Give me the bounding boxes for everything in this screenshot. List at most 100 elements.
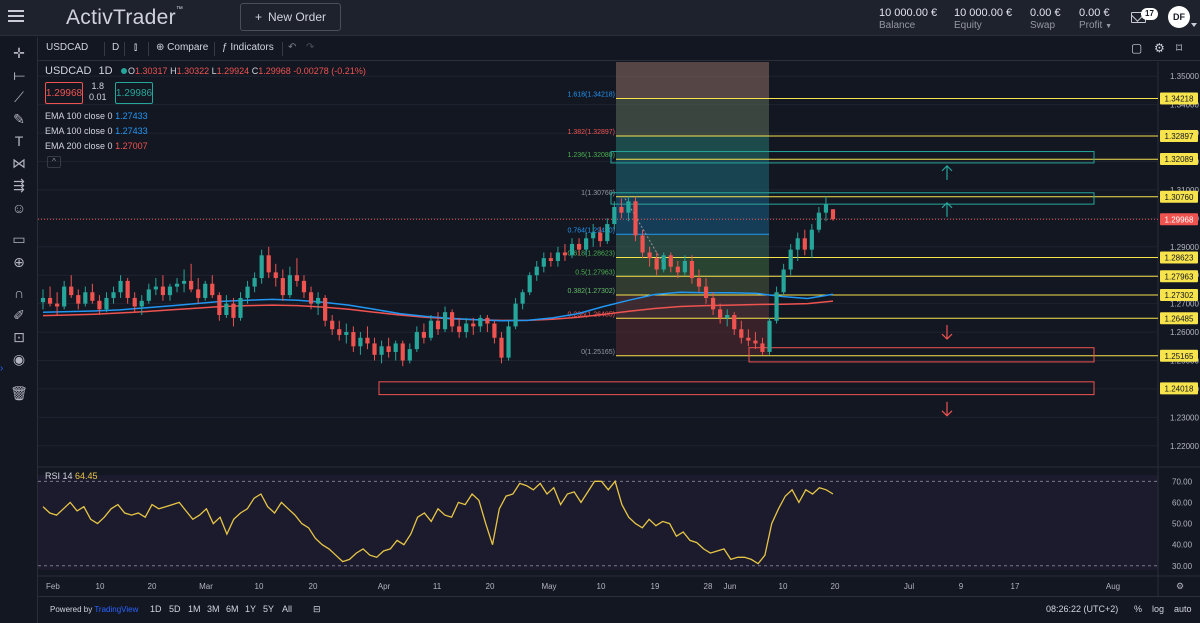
forecast-icon[interactable]: ⇶	[13, 176, 25, 193]
time-tick-label: 17	[1011, 582, 1020, 591]
zoom-in-icon[interactable]: ⊕	[13, 253, 25, 270]
fib-zone-band	[616, 135, 769, 160]
candle-body	[372, 343, 377, 355]
compare-button[interactable]: ⊕ Compare	[156, 42, 208, 53]
crosshair-icon[interactable]: ✛	[13, 44, 25, 61]
candle-body	[598, 232, 603, 242]
eye-icon[interactable]: ◉	[12, 350, 26, 367]
candle-body	[442, 312, 448, 330]
interval-selector[interactable]: D	[112, 42, 120, 53]
magnet-icon[interactable]: ∩	[13, 285, 25, 301]
auto-toggle[interactable]: auto	[1174, 604, 1192, 614]
candle-body	[633, 201, 638, 236]
price-marker-label: 1.29968	[1165, 215, 1194, 224]
time-tick-label: Apr	[378, 582, 391, 591]
range-all[interactable]: All	[282, 604, 293, 614]
rsi-tick-label: 50.00	[1172, 520, 1193, 529]
avatar[interactable]: DF	[1168, 6, 1190, 28]
price-chart[interactable]: 1.618(1.34218) 1.382(1.32897) 1.236(1.3208…	[38, 62, 1200, 596]
fib-level-label: 0(1.25165)	[581, 349, 615, 356]
range-6m[interactable]: 6M	[226, 604, 239, 614]
settings-icon[interactable]: ⚙	[1154, 41, 1165, 55]
sell-price-button[interactable]: 1.29968	[45, 82, 83, 104]
lock-drawing-icon[interactable]: ✐	[13, 306, 25, 323]
time-tick-label: 20	[148, 582, 157, 591]
indicators-button[interactable]: ƒ Indicators	[222, 42, 274, 53]
price-marker	[1160, 289, 1198, 302]
range-5y[interactable]: 5Y	[263, 604, 275, 614]
price-marker-label: 1.30760	[1165, 193, 1194, 202]
candle-body	[203, 283, 208, 298]
menu-icon[interactable]	[8, 10, 24, 24]
time-tick-label: 9	[959, 582, 964, 591]
candle-body	[696, 278, 702, 287]
camera-icon[interactable]: ⌑	[1176, 41, 1183, 55]
ema-legend-3: EMA 200 close 0 1.27007	[45, 141, 148, 151]
percent-toggle[interactable]: %	[1134, 604, 1143, 614]
profit-label: Profit ▼	[1079, 20, 1112, 31]
time-tick-label: Aug	[1106, 582, 1120, 591]
fullscreen-icon[interactable]: ▢	[1131, 41, 1143, 55]
ema-label: EMA 100 close 0	[45, 126, 113, 136]
candle-style-icon[interactable]: ⫾	[134, 42, 138, 53]
time-tick-label: 20	[486, 582, 495, 591]
candle-body	[534, 266, 539, 276]
support-zone-box[interactable]	[378, 381, 1095, 396]
undo-icon[interactable]: ↶	[288, 42, 297, 53]
pattern-icon[interactable]: ⋈	[12, 154, 26, 171]
drawing-toolbar: ✛ ⟝ ⟋ ✎ T ⋈ ⇶ ☺ ▭ ⊕ ∩ ✐ ⊡ ◉ 🗑 ›	[0, 37, 38, 623]
range-1y[interactable]: 1Y	[245, 604, 257, 614]
candle-body	[605, 224, 610, 242]
equity-stat: 10 000.00 € Equity	[954, 7, 1012, 31]
range-3m[interactable]: 3M	[207, 604, 220, 614]
profit-caret-icon[interactable]: ▼	[1105, 23, 1113, 30]
symbol-selector[interactable]: USDCAD	[46, 42, 89, 53]
candle-body	[513, 303, 518, 327]
candle-body	[344, 332, 349, 335]
candle-body	[710, 297, 716, 310]
new-order-button[interactable]: + New Order	[240, 3, 341, 31]
candle-body	[584, 238, 589, 250]
price-marker	[1160, 213, 1198, 226]
avatar-caret-icon[interactable]	[1191, 23, 1197, 27]
arrow-down-icon	[941, 401, 953, 417]
compare-label: Compare	[167, 42, 209, 53]
collapse-legend-button[interactable]: ^	[47, 156, 61, 168]
date-range-icon[interactable]: ⊟	[313, 604, 321, 614]
buy-price-button[interactable]: 1.29986	[115, 82, 153, 104]
ruler-icon[interactable]: ▭	[12, 230, 26, 247]
resistance-zone-box[interactable]	[610, 192, 1095, 205]
clock[interactable]: 08:26:22 (UTC+2)	[1046, 604, 1119, 614]
support-zone-box[interactable]	[748, 347, 1095, 363]
time-tick-label: 10	[255, 582, 264, 591]
range-5d[interactable]: 5D	[169, 604, 181, 614]
tradingview-link[interactable]: TradingView	[94, 605, 139, 614]
candle-body	[139, 300, 144, 307]
equity-value: 10 000.00 €	[954, 7, 1013, 19]
emoji-icon[interactable]: ☺	[11, 200, 27, 216]
rsi-tick-label: 30.00	[1172, 562, 1193, 571]
candle-body	[167, 286, 173, 296]
resistance-zone-box[interactable]	[610, 151, 1095, 164]
text-tool-icon[interactable]: T	[14, 133, 24, 149]
candle-body	[386, 346, 391, 352]
range-1d[interactable]: 1D	[150, 604, 162, 614]
trash-icon[interactable]: 🗑	[10, 384, 28, 401]
chart-toolbar: USDCAD D ⫾ ⊕ Compare ƒ Indicators ↶ ↷ ▢ …	[38, 37, 1200, 61]
candle-body	[435, 320, 441, 330]
profit-value: 0.00 €	[1079, 7, 1110, 19]
log-toggle[interactable]: log	[1152, 604, 1165, 614]
axis-settings-icon[interactable]: ⚙	[1176, 581, 1184, 591]
expand-toolbar-icon[interactable]: ›	[0, 363, 4, 374]
candle-body	[238, 297, 243, 318]
candle-body	[485, 317, 490, 324]
range-1m[interactable]: 1M	[188, 604, 201, 614]
horizontal-line-icon[interactable]: ⟝	[13, 66, 25, 83]
redo-icon[interactable]: ↷	[306, 42, 315, 53]
lock-icon[interactable]: ⊡	[13, 328, 25, 345]
candle-body	[153, 286, 158, 290]
candle-body	[520, 292, 525, 304]
candle-body	[428, 320, 434, 338]
trend-line-icon[interactable]: ⟋	[14, 88, 24, 105]
brush-icon[interactable]: ✎	[13, 110, 25, 127]
